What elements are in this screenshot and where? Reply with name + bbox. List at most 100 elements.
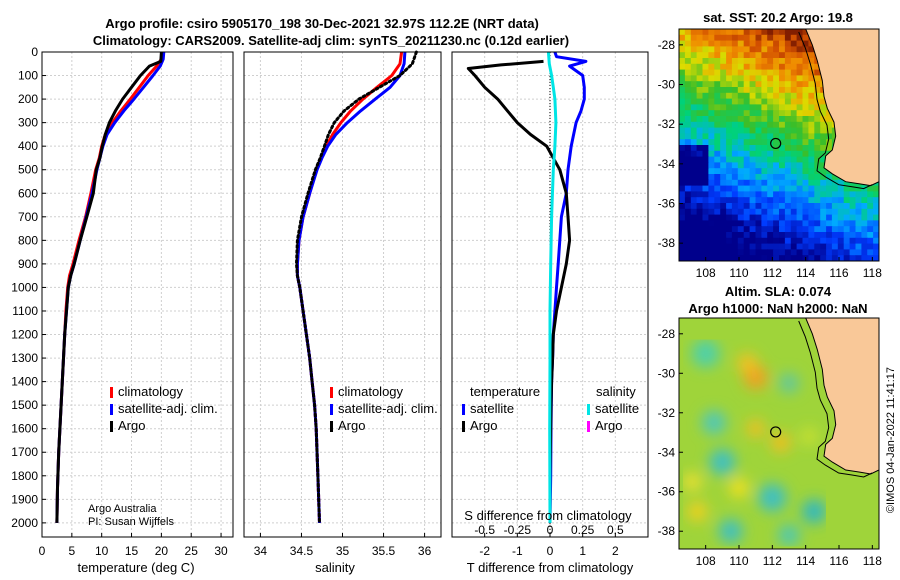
legend-swatch-argo bbox=[110, 421, 113, 432]
sst-cell bbox=[773, 81, 780, 88]
sst-cell bbox=[743, 162, 751, 169]
sst-cell bbox=[861, 243, 868, 250]
sst-cell bbox=[696, 40, 704, 47]
sst-cell bbox=[749, 52, 757, 59]
sst-cell bbox=[790, 69, 798, 76]
sst-cell bbox=[755, 179, 762, 187]
sst-cell bbox=[779, 220, 786, 227]
sst-cell bbox=[820, 185, 827, 192]
sst-cell bbox=[814, 127, 821, 134]
sst-cell bbox=[867, 191, 874, 198]
sst-cell bbox=[849, 243, 857, 250]
sst-cell bbox=[784, 69, 792, 76]
sst-cell bbox=[767, 58, 774, 65]
sst-cell bbox=[808, 75, 815, 82]
sst-cell bbox=[731, 87, 739, 94]
sst-cell bbox=[690, 226, 698, 233]
sst-cell bbox=[779, 214, 786, 221]
sst-cell bbox=[679, 40, 686, 47]
sst-cell bbox=[737, 58, 745, 65]
sst-cell bbox=[731, 29, 739, 36]
sst-cell bbox=[837, 232, 845, 239]
sst-cell bbox=[826, 243, 833, 250]
sla-anomaly-blob bbox=[702, 410, 726, 435]
sst-cell bbox=[814, 110, 821, 117]
x-tick-label: 20 bbox=[155, 544, 169, 558]
sst-cell bbox=[820, 203, 827, 210]
sst-cell bbox=[726, 145, 733, 152]
sst-cell bbox=[720, 121, 727, 129]
sst-cell bbox=[796, 87, 804, 94]
sst-cell bbox=[702, 127, 709, 134]
sst-cell bbox=[814, 203, 821, 210]
sst-cell bbox=[684, 179, 692, 187]
sst-cell bbox=[726, 104, 733, 111]
sst-cell bbox=[784, 98, 792, 105]
sst-cell bbox=[779, 249, 786, 256]
sst-cell bbox=[761, 208, 768, 216]
sst-cell bbox=[784, 46, 792, 53]
sst-cell bbox=[696, 81, 704, 88]
sst-cell bbox=[702, 214, 709, 221]
sst-cell bbox=[773, 156, 780, 163]
sst-cell bbox=[684, 133, 692, 140]
sst-cell bbox=[843, 208, 851, 216]
sst-cell bbox=[779, 104, 786, 111]
sst-cell bbox=[831, 208, 839, 216]
sst-cell bbox=[790, 191, 798, 198]
sst-cell bbox=[784, 145, 792, 152]
sst-cell bbox=[690, 243, 698, 250]
y-tick-label: 1900 bbox=[11, 492, 38, 506]
sst-cell bbox=[802, 121, 809, 129]
sst-cell bbox=[802, 92, 809, 100]
sst-cell bbox=[726, 174, 733, 181]
sst-cell bbox=[784, 203, 792, 210]
sst-cell bbox=[749, 98, 757, 105]
sst-cell bbox=[855, 214, 862, 221]
sst-cell bbox=[714, 197, 721, 204]
sst-cell bbox=[714, 156, 721, 163]
sst-cell bbox=[820, 162, 827, 169]
sst-cell bbox=[790, 127, 798, 134]
sst-cell bbox=[737, 127, 745, 134]
sst-cell bbox=[773, 220, 780, 227]
sst-cell bbox=[796, 214, 804, 221]
sst-cell bbox=[679, 191, 686, 198]
sst-cell bbox=[702, 58, 709, 65]
sst-cell bbox=[826, 185, 833, 192]
sst-cell bbox=[784, 63, 792, 71]
sst-cell bbox=[837, 203, 845, 210]
sst-cell bbox=[690, 58, 698, 65]
sst-cell bbox=[855, 197, 862, 204]
sst-cell bbox=[808, 52, 815, 59]
legend-label-satellite: satellite-adj. clim. bbox=[338, 401, 438, 416]
sst-cell bbox=[761, 255, 768, 261]
sst-cell bbox=[684, 243, 692, 250]
sst-cell bbox=[826, 179, 833, 187]
sst-cell bbox=[773, 203, 780, 210]
sst-cell bbox=[814, 232, 821, 239]
sst-cell bbox=[808, 63, 815, 71]
sst-cell bbox=[708, 208, 715, 216]
sst-cell bbox=[808, 232, 815, 239]
sst-cell bbox=[814, 156, 821, 163]
sst-cell bbox=[820, 168, 827, 175]
sst-cell bbox=[749, 116, 757, 123]
sst-cell bbox=[696, 121, 704, 129]
sst-cell bbox=[690, 104, 698, 111]
sst-cell bbox=[808, 255, 815, 261]
sst-cell bbox=[679, 127, 686, 134]
sst-cell bbox=[690, 214, 698, 221]
sst-cell bbox=[826, 203, 833, 210]
sst-cell bbox=[802, 232, 809, 239]
sst-cell bbox=[790, 139, 798, 146]
sst-cell bbox=[773, 104, 780, 111]
sst-cell bbox=[749, 40, 757, 47]
sst-cell bbox=[743, 179, 751, 187]
sst-cell bbox=[720, 174, 727, 181]
sst-cell bbox=[820, 237, 827, 245]
sst-cell bbox=[679, 104, 686, 111]
sst-cell bbox=[714, 145, 721, 152]
sst-cell bbox=[826, 133, 833, 140]
sst-cell bbox=[831, 185, 839, 192]
